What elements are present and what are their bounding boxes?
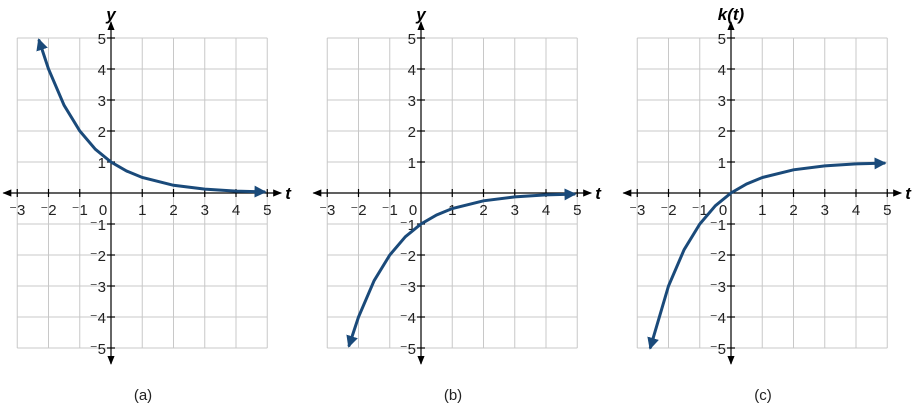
y-tick-label: ⁻3 bbox=[400, 279, 416, 296]
y-tick-label: 2 bbox=[718, 124, 726, 141]
y-tick-label: 5 bbox=[408, 31, 416, 48]
y-tick-label: ⁻2 bbox=[710, 248, 726, 265]
x-tick-label: ⁻3 bbox=[9, 202, 25, 219]
x-tick-label: 1 bbox=[138, 202, 146, 219]
y-axis-label: k(t) bbox=[718, 5, 745, 24]
x-tick-label: ⁻3 bbox=[629, 202, 645, 219]
y-tick-label: ⁻5 bbox=[710, 341, 726, 358]
y-tick-label: ⁻4 bbox=[400, 310, 416, 327]
x-tick-label: 4 bbox=[542, 202, 550, 219]
y-tick-label: 2 bbox=[98, 124, 106, 141]
x-axis-label: t bbox=[595, 184, 602, 203]
x-tick-label: 3 bbox=[821, 202, 829, 219]
caption: (c) bbox=[754, 387, 772, 404]
x-tick-label: 3 bbox=[511, 202, 519, 219]
x-tick-label: 2 bbox=[479, 202, 487, 219]
x-tick-label: 4 bbox=[232, 202, 240, 219]
y-tick-label: ⁻2 bbox=[90, 248, 106, 265]
y-tick-label: ⁻3 bbox=[90, 279, 106, 296]
x-tick-label: ⁻1 bbox=[72, 202, 88, 219]
caption: (a) bbox=[134, 387, 152, 404]
y-tick-label: 2 bbox=[408, 124, 416, 141]
x-tick-label: 1 bbox=[758, 202, 766, 219]
y-axis-label: y bbox=[415, 5, 427, 24]
x-tick-label: ⁻3 bbox=[319, 202, 335, 219]
y-tick-label: 3 bbox=[408, 93, 416, 110]
x-tick-label: 3 bbox=[201, 202, 209, 219]
x-tick-label: 5 bbox=[573, 202, 581, 219]
x-tick-label: 5 bbox=[263, 202, 271, 219]
y-tick-label: 3 bbox=[98, 93, 106, 110]
x-axis-label: t bbox=[285, 184, 292, 203]
x-tick-label: ⁻2 bbox=[350, 202, 366, 219]
y-tick-label: ⁻4 bbox=[710, 310, 726, 327]
y-tick-label: 1 bbox=[408, 155, 416, 172]
x-tick-label: 5 bbox=[883, 202, 891, 219]
y-tick-label: 4 bbox=[98, 62, 106, 79]
y-tick-label: 5 bbox=[98, 31, 106, 48]
y-tick-label: ⁻2 bbox=[400, 248, 416, 265]
y-tick-label: ⁻4 bbox=[90, 310, 106, 327]
y-tick-label: ⁻5 bbox=[400, 341, 416, 358]
caption: (b) bbox=[444, 387, 462, 404]
y-tick-label: 4 bbox=[718, 62, 726, 79]
y-tick-label: 4 bbox=[408, 62, 416, 79]
x-tick-label: ⁻2 bbox=[660, 202, 676, 219]
y-tick-label: ⁻5 bbox=[90, 341, 106, 358]
x-tick-label: 2 bbox=[789, 202, 797, 219]
x-tick-label: ⁻1 bbox=[382, 202, 398, 219]
y-axis-label: y bbox=[105, 5, 117, 24]
x-tick-label: 2 bbox=[169, 202, 177, 219]
x-tick-label: ⁻2 bbox=[40, 202, 56, 219]
y-tick-label: ⁻1 bbox=[710, 217, 726, 234]
y-tick-label: 5 bbox=[718, 31, 726, 48]
y-tick-label: 1 bbox=[718, 155, 726, 172]
function-curve bbox=[36, 38, 267, 198]
function-curve bbox=[346, 188, 577, 348]
x-axis-label: t bbox=[905, 184, 912, 203]
x-tick-label: 4 bbox=[852, 202, 860, 219]
y-tick-label: 3 bbox=[718, 93, 726, 110]
y-tick-label: ⁻3 bbox=[710, 279, 726, 296]
y-tick-label: ⁻1 bbox=[90, 217, 106, 234]
function-curve bbox=[647, 157, 887, 350]
x-tick-label: 0 bbox=[99, 202, 107, 219]
